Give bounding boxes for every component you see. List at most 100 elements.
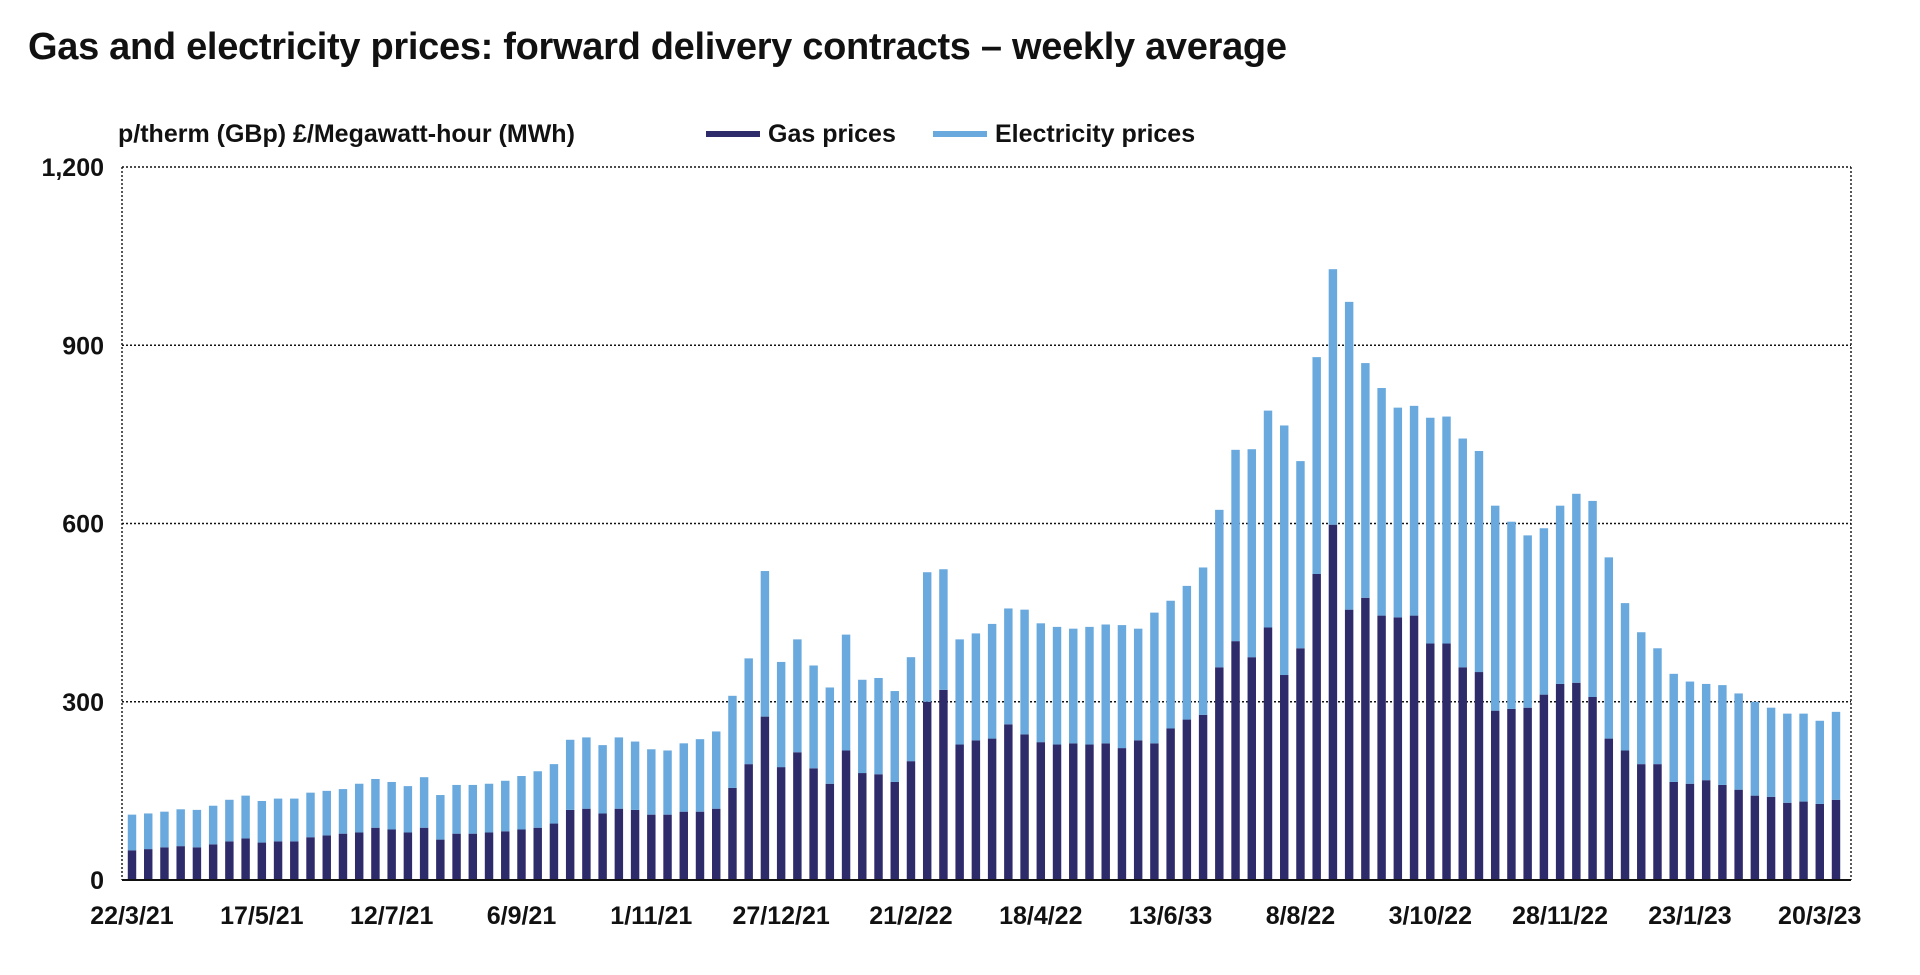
bar-electricity xyxy=(1637,632,1646,765)
y-axis-ticks: 0 300 600 900 1,200 xyxy=(41,154,104,895)
bar-gas xyxy=(354,832,364,880)
bar-gas xyxy=(1523,707,1532,880)
bar-gas xyxy=(1393,617,1403,880)
bar-gas xyxy=(1036,742,1046,880)
bar-electricity xyxy=(290,798,299,842)
bar-gas xyxy=(1231,641,1240,880)
bar-electricity xyxy=(874,677,883,775)
bar-gas xyxy=(1328,524,1338,880)
bar-electricity xyxy=(630,741,640,810)
chart-title: Gas and electricity prices: forward deli… xyxy=(28,26,1287,68)
bar-gas xyxy=(549,823,559,880)
bar-electricity xyxy=(1296,461,1305,649)
bar-electricity xyxy=(922,572,932,702)
bars xyxy=(127,269,1841,880)
bar-gas xyxy=(1117,748,1127,880)
bar-gas xyxy=(1734,789,1743,880)
bar-electricity xyxy=(1085,626,1094,745)
bar-electricity xyxy=(517,776,526,830)
y-tick-label: 300 xyxy=(62,689,104,717)
bar-gas xyxy=(744,764,753,880)
bar-gas xyxy=(468,833,478,880)
bar-electricity xyxy=(501,780,510,832)
bar-electricity xyxy=(1685,681,1695,784)
bar-gas xyxy=(1101,743,1110,880)
bar-electricity xyxy=(582,737,591,809)
bar-gas xyxy=(760,716,770,880)
bar-electricity xyxy=(858,679,867,774)
bar-gas xyxy=(987,738,997,880)
bar-gas xyxy=(1133,740,1143,880)
bar-gas xyxy=(1588,696,1597,880)
legend-gas-label: Gas prices xyxy=(768,120,896,148)
bar-electricity xyxy=(1458,438,1467,668)
bar-electricity xyxy=(744,658,753,765)
bar-gas xyxy=(1669,781,1678,880)
bar-gas xyxy=(452,833,461,880)
bar-gas xyxy=(1296,648,1305,880)
bar-electricity xyxy=(906,657,916,762)
bar-gas xyxy=(1426,643,1435,880)
x-tick-label: 23/1/23 xyxy=(1648,902,1731,930)
bar-electricity xyxy=(1442,416,1451,644)
bar-electricity xyxy=(1393,407,1403,618)
bar-gas xyxy=(257,842,267,880)
bar-electricity xyxy=(565,739,575,810)
bar-electricity xyxy=(549,764,559,824)
bar-electricity xyxy=(1247,449,1256,658)
bar-electricity xyxy=(809,665,818,769)
bar-electricity xyxy=(1263,410,1273,628)
bar-gas xyxy=(1280,675,1289,880)
bar-electricity xyxy=(825,687,835,784)
y-tick-label: 0 xyxy=(90,867,104,895)
bar-electricity xyxy=(1166,600,1175,729)
bar-gas xyxy=(695,811,705,880)
bar-electricity xyxy=(1572,493,1581,683)
bar-electricity xyxy=(306,792,315,838)
bar-electricity xyxy=(695,739,705,812)
bar-gas xyxy=(241,838,250,880)
bar-electricity xyxy=(760,571,770,717)
bar-electricity xyxy=(1734,693,1743,790)
x-tick-label: 18/4/22 xyxy=(999,902,1082,930)
bar-electricity xyxy=(1312,357,1321,575)
x-tick-label: 13/6/33 xyxy=(1129,902,1212,930)
bar-electricity xyxy=(1344,301,1354,610)
bar-electricity xyxy=(1150,612,1159,744)
bar-gas xyxy=(1685,783,1695,880)
bar-gas xyxy=(1620,750,1630,880)
x-tick-label: 8/8/22 xyxy=(1266,902,1336,930)
bar-gas xyxy=(1783,802,1792,880)
bar-gas xyxy=(565,809,575,880)
bar-electricity xyxy=(1004,608,1013,725)
bar-gas xyxy=(1215,667,1224,880)
bar-gas xyxy=(1799,801,1808,880)
bar-gas xyxy=(436,839,445,880)
bar-electricity xyxy=(793,639,802,753)
bar-gas xyxy=(208,844,218,880)
x-tick-label: 6/9/21 xyxy=(487,902,557,930)
bar-gas xyxy=(939,689,948,880)
bar-electricity xyxy=(208,805,218,845)
bar-electricity xyxy=(841,634,851,751)
bar-electricity xyxy=(387,781,396,830)
bar-electricity xyxy=(1766,707,1776,797)
bar-electricity xyxy=(160,811,169,848)
bar-electricity xyxy=(403,786,413,833)
legend: Gas prices Electricity prices xyxy=(706,120,1195,148)
bar-electricity xyxy=(1409,405,1419,616)
bar-gas xyxy=(1198,714,1208,880)
bar-electricity xyxy=(1361,363,1370,598)
bar-electricity xyxy=(144,813,153,850)
bar-electricity xyxy=(419,777,429,828)
bar-gas xyxy=(679,811,688,880)
bar-electricity xyxy=(1669,673,1678,782)
bar-gas xyxy=(176,846,185,880)
bar-gas xyxy=(419,827,429,880)
bar-electricity xyxy=(939,569,948,690)
bar-electricity xyxy=(1701,683,1711,781)
bar-gas xyxy=(809,768,818,880)
bar-gas xyxy=(906,761,916,880)
bar-gas xyxy=(1750,795,1760,880)
